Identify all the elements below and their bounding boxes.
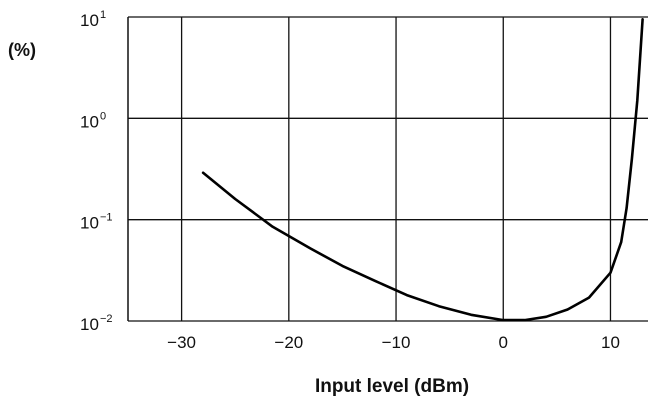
series-line bbox=[201, 17, 644, 322]
x-tick-label: −20 bbox=[274, 333, 303, 352]
y-tick-label: 10 −1 bbox=[80, 212, 113, 233]
plot-area bbox=[201, 17, 644, 322]
y-tick-exponent: −2 bbox=[100, 313, 113, 325]
y-tick-base: 10 bbox=[80, 214, 99, 233]
x-axis-label: Input level (dBm) bbox=[315, 376, 469, 397]
y-tick-label: 10 1 bbox=[80, 9, 106, 30]
y-tick-label: 10 −2 bbox=[80, 313, 113, 334]
y-tick-base: 10 bbox=[80, 112, 99, 131]
y-tick-base: 10 bbox=[80, 315, 99, 334]
x-tick-label: −10 bbox=[382, 333, 411, 352]
grid bbox=[127, 16, 648, 322]
x-tick-label: 10 bbox=[601, 333, 620, 352]
x-tick-labels: −30 −20 −10 0 10 bbox=[167, 333, 620, 352]
x-tick-label: −30 bbox=[167, 333, 196, 352]
y-tick-exponent: −1 bbox=[100, 212, 113, 224]
y-tick-label: 10 0 bbox=[80, 110, 106, 131]
y-axis-label: (%) bbox=[8, 40, 36, 60]
y-tick-exponent: 0 bbox=[100, 110, 106, 122]
y-tick-exponent: 1 bbox=[100, 9, 106, 21]
x-tick-label: 0 bbox=[499, 333, 508, 352]
y-tick-base: 10 bbox=[80, 11, 99, 30]
